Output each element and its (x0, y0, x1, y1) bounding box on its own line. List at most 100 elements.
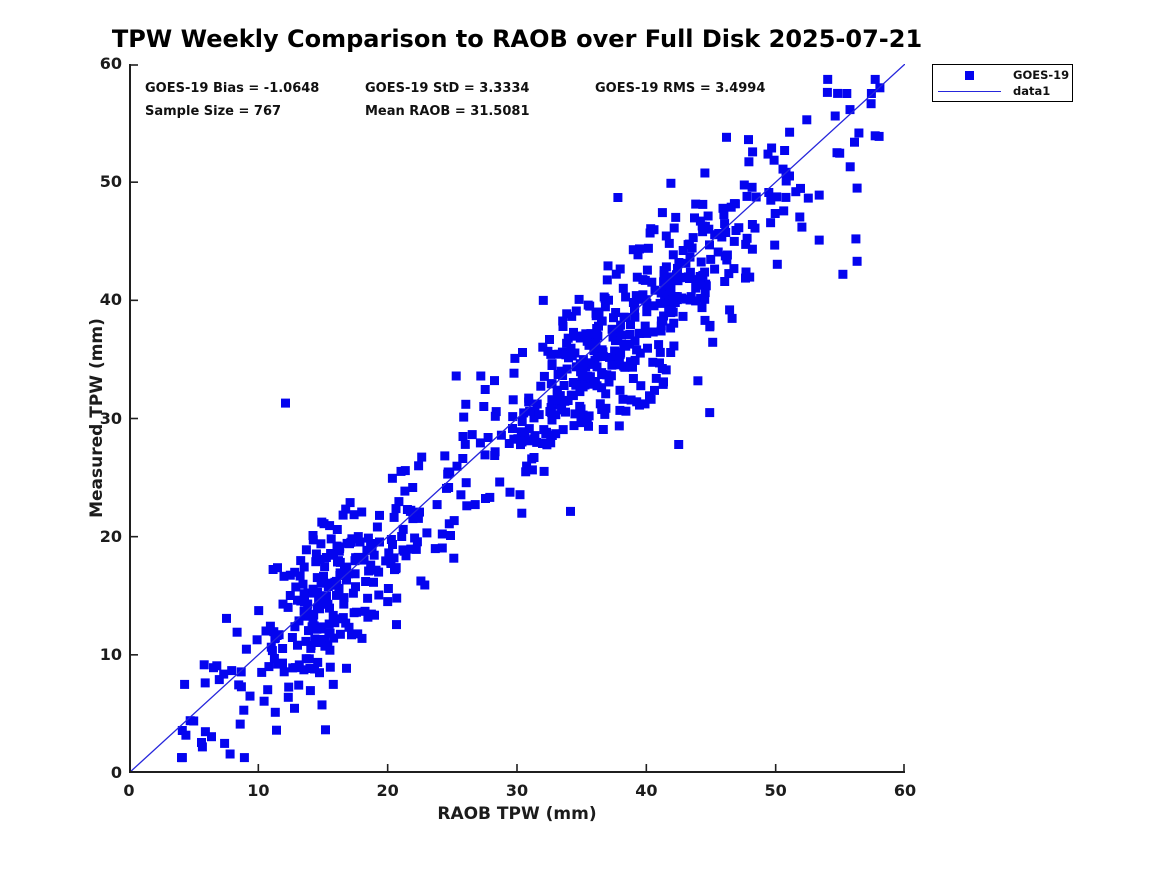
scatter-point (717, 232, 727, 242)
scatter-point (634, 328, 644, 338)
scatter-point (517, 437, 527, 447)
scatter-point (678, 246, 688, 255)
scatter-point (747, 244, 757, 254)
scatter-point (495, 477, 505, 487)
scatter-point (269, 653, 279, 663)
scatter-point (589, 346, 599, 356)
scatter-point (569, 327, 578, 337)
scatter-point (584, 421, 593, 431)
x-tick-label: 40 (635, 781, 658, 800)
scatter-point (316, 539, 326, 549)
scatter-point (316, 578, 326, 588)
scatter-point (361, 577, 371, 586)
scatter-point (219, 669, 229, 679)
scatter-point (546, 349, 556, 359)
scatter-point (852, 183, 862, 193)
scatter-point (727, 313, 737, 323)
scatter-point (598, 347, 608, 357)
scatter-point (615, 385, 625, 395)
scatter-point (657, 208, 667, 218)
scatter-point (742, 191, 752, 201)
scatter-point (722, 250, 732, 260)
scatter-point (655, 347, 665, 357)
scatter-point (870, 131, 880, 141)
scatter-point (604, 377, 614, 387)
scatter-point (339, 599, 349, 609)
scatter-point (467, 430, 477, 440)
scatter-point (632, 272, 642, 282)
scatter-point (724, 269, 734, 279)
scatter-point (649, 225, 659, 235)
scatter-point (299, 589, 309, 599)
scatter-point (432, 500, 442, 510)
scatter-point (814, 235, 824, 245)
scatter-point (181, 730, 191, 740)
scatter-point (684, 272, 693, 282)
scatter-point (338, 510, 348, 520)
scatter-point (708, 337, 718, 347)
scatter-point (748, 147, 758, 157)
scatter-point (349, 510, 359, 520)
x-tick-label: 10 (247, 781, 270, 800)
scatter-point (562, 338, 572, 348)
scatter-point (557, 405, 567, 415)
scatter-point (822, 87, 832, 97)
chart-title: TPW Weekly Comparison to RAOB over Full … (111, 25, 923, 53)
scatter-point (601, 389, 611, 399)
scatter-point (341, 618, 351, 628)
scatter-point (517, 417, 527, 426)
scatter-series-goes19 (177, 74, 885, 763)
scatter-point (437, 543, 447, 553)
scatter-point (628, 374, 638, 383)
scatter-point (239, 705, 249, 715)
scatter-point (628, 245, 638, 255)
scatter-point (222, 613, 231, 623)
scatter-point (700, 288, 710, 298)
legend-square-marker-icon (933, 70, 1005, 80)
stat-rms-text: GOES-19 RMS = 3.4994 (595, 81, 766, 96)
scatter-point (695, 216, 705, 226)
scatter-point (571, 380, 581, 390)
x-tick-label: 30 (505, 781, 529, 800)
scatter-point (842, 89, 852, 98)
scatter-point (558, 322, 568, 331)
scatter-point (770, 240, 780, 250)
scatter-point (655, 358, 664, 368)
scatter-point (674, 258, 684, 267)
scatter-point (293, 595, 302, 605)
scatter-point (690, 213, 699, 223)
scatter-point (509, 434, 519, 444)
scatter-point (674, 440, 684, 449)
scatter-point (729, 264, 739, 274)
scatter-point (624, 339, 634, 349)
scatter-point (490, 447, 500, 457)
scatter-point (525, 406, 535, 416)
scatter-point (310, 664, 319, 674)
scatter-point (408, 483, 418, 492)
scatter-point (265, 621, 275, 631)
scatter-point (312, 624, 322, 634)
scatter-point (341, 504, 351, 514)
scatter-point (592, 324, 602, 333)
scatter-point (390, 565, 399, 575)
scatter-point (654, 340, 664, 350)
y-tick-label: 0 (110, 763, 122, 782)
scatter-point (562, 364, 572, 374)
scatter-point (321, 553, 331, 562)
scatter-point (538, 342, 548, 352)
scatter-point (355, 537, 365, 547)
scatter-point (726, 202, 736, 212)
scatter-point (616, 330, 626, 340)
scatter-point (234, 680, 244, 690)
scatter-point (342, 575, 351, 585)
scatter-point (569, 421, 579, 431)
scatter-point (264, 662, 274, 672)
scatter-point (357, 633, 367, 643)
x-tick-label: 0 (123, 781, 135, 800)
scatter-point (700, 267, 710, 277)
scatter-point (384, 548, 394, 558)
scatter-point (597, 316, 607, 326)
scatter-point (524, 436, 534, 446)
scatter-point (236, 667, 246, 677)
